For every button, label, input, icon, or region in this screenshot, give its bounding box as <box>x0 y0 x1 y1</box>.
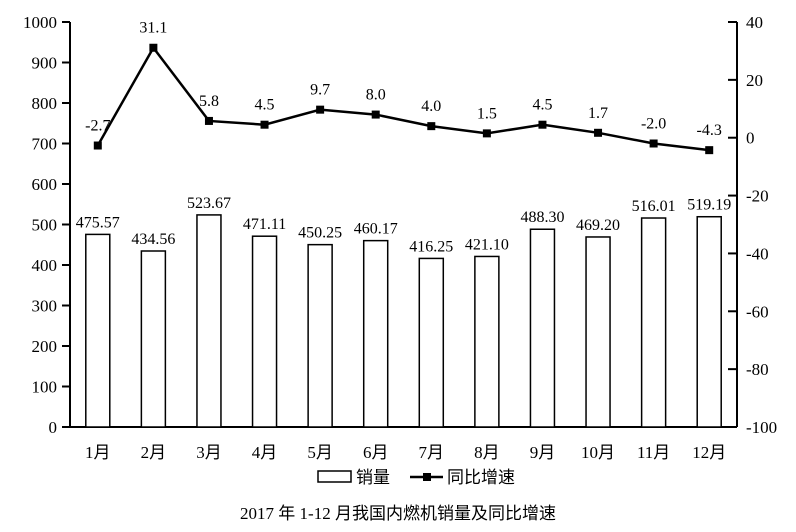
left-axis-label: 0 <box>49 418 58 437</box>
line-marker-2月 <box>149 43 158 52</box>
bar-4月 <box>251 235 278 428</box>
line-value-label: -4.3 <box>697 122 722 139</box>
left-axis-label: 900 <box>32 54 58 73</box>
left-axis-label: 800 <box>32 94 58 113</box>
bar-value-label: 471.11 <box>243 216 286 233</box>
line-value-label: 8.0 <box>366 87 386 104</box>
x-axis-label: 2月 <box>141 443 167 462</box>
x-axis-label: 6月 <box>363 443 389 462</box>
line-value-label: 9.7 <box>310 82 330 99</box>
line-value-label: 31.1 <box>139 20 167 37</box>
bar-value-label: 421.10 <box>465 236 509 253</box>
line-value-label: 4.5 <box>532 97 552 114</box>
x-axis-label: 8月 <box>474 443 500 462</box>
bar-12月 <box>696 215 722 428</box>
left-axis-label: 1000 <box>23 13 57 32</box>
left-axis-label: 500 <box>32 216 58 235</box>
line-marker-8月 <box>482 129 491 138</box>
x-axis-label: 3月 <box>196 443 222 462</box>
x-axis-label: 12月 <box>692 443 726 462</box>
x-axis-label: 4月 <box>252 443 278 462</box>
legend-bar-swatch <box>317 470 352 483</box>
bar-3月 <box>196 214 222 428</box>
bar-value-label: 460.17 <box>354 221 398 238</box>
x-axis-label: 10月 <box>581 443 615 462</box>
right-axis-label: -60 <box>746 302 769 321</box>
right-axis-label: -80 <box>746 360 769 379</box>
line-value-label: 4.0 <box>421 98 441 115</box>
bar-2月 <box>140 250 167 428</box>
bar-11月 <box>640 217 667 428</box>
bar-6月 <box>362 239 389 428</box>
bar-1月 <box>85 233 111 428</box>
line-value-label: -2.7 <box>85 118 110 135</box>
legend-line-marker <box>423 473 431 481</box>
growth-rate-line <box>96 45 710 152</box>
x-axis-label: 7月 <box>419 443 445 462</box>
legend-bar-label: 销量 <box>356 468 390 487</box>
line-marker-10月 <box>594 128 603 137</box>
line-marker-1月 <box>93 141 102 150</box>
left-axis-label: 100 <box>32 378 58 397</box>
line-marker-11月 <box>649 139 658 148</box>
bar-value-label: 519.19 <box>687 197 731 214</box>
bar-value-label: 516.01 <box>632 198 676 215</box>
x-axis-label: 9月 <box>530 443 556 462</box>
bar-value-label: 416.25 <box>409 238 453 255</box>
line-value-label: 1.7 <box>588 105 608 122</box>
bar-value-label: 475.57 <box>76 214 120 231</box>
line-value-label: -2.0 <box>641 116 666 133</box>
right-axis-label: -20 <box>746 187 769 206</box>
line-marker-12月 <box>705 146 714 155</box>
right-axis-label: 20 <box>746 71 763 90</box>
left-axis-label: 400 <box>32 256 58 275</box>
line-value-label: 4.5 <box>255 97 275 114</box>
bar-value-label: 488.30 <box>520 209 564 226</box>
line-marker-9月 <box>538 120 547 129</box>
x-axis-label: 1月 <box>85 443 111 462</box>
right-axis-label: -40 <box>746 244 769 263</box>
line-marker-7月 <box>427 122 436 131</box>
bar-9月 <box>529 228 556 428</box>
bar-value-label: 434.56 <box>131 231 175 248</box>
x-axis-label: 11月 <box>637 443 670 462</box>
line-value-label: 1.5 <box>477 105 497 122</box>
bar-8月 <box>474 255 500 428</box>
left-axis-label: 700 <box>32 135 58 154</box>
line-value-label: 5.8 <box>199 93 219 110</box>
line-marker-4月 <box>260 120 269 129</box>
line-marker-3月 <box>204 116 213 125</box>
line-marker-6月 <box>371 110 380 119</box>
left-axis-label: 600 <box>32 175 58 194</box>
bar-value-label: 523.67 <box>187 195 231 212</box>
left-axis-label: 200 <box>32 337 58 356</box>
bar-value-label: 450.25 <box>298 225 342 242</box>
right-axis-label: 40 <box>746 13 763 32</box>
chart-title: 2017 年 1-12 月我国内燃机销量及同比增速 <box>240 504 556 523</box>
left-axis-label: 300 <box>32 297 58 316</box>
line-marker-5月 <box>316 105 325 114</box>
legend-line-label: 同比增速 <box>447 468 515 487</box>
bar-10月 <box>585 236 611 428</box>
right-axis-label: 0 <box>746 129 755 148</box>
bar-value-label: 469.20 <box>576 217 620 234</box>
bar-5月 <box>307 243 333 428</box>
right-axis-label: -100 <box>746 418 777 437</box>
x-axis-label: 5月 <box>307 443 333 462</box>
bar-7月 <box>418 257 445 428</box>
